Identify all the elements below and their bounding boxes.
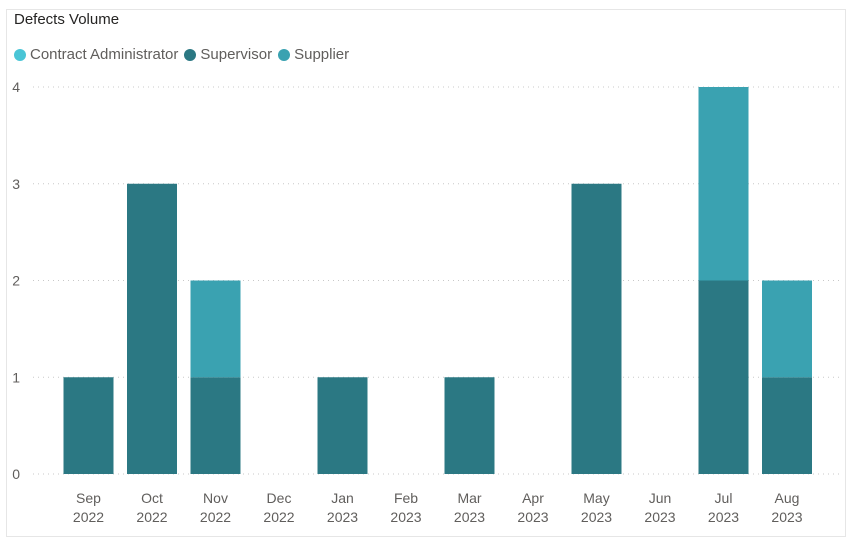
x-tick-label: Feb <box>394 490 418 506</box>
x-tick-label: Oct <box>141 490 163 506</box>
x-tick-label: 2023 <box>390 509 421 525</box>
x-tick-label: Mar <box>457 490 481 506</box>
x-tick-label: Sep <box>76 490 101 506</box>
x-tick-label: May <box>583 490 609 506</box>
x-tick-label: 2023 <box>327 509 358 525</box>
bar-segment[interactable] <box>762 280 812 378</box>
x-tick-label: 2023 <box>771 509 802 525</box>
x-tick-label: Nov <box>203 490 228 506</box>
bar-segment[interactable] <box>762 377 812 474</box>
x-tick-label: 2022 <box>263 509 294 525</box>
legend-label: Supervisor <box>200 46 273 63</box>
x-tick-label: Jun <box>649 490 672 506</box>
x-tick-label: 2023 <box>708 509 739 525</box>
bar-segment[interactable] <box>698 280 749 475</box>
x-tick-label: 2023 <box>644 509 675 525</box>
chart-legend[interactable]: Contract Administrator Supervisor Supplier <box>14 46 355 63</box>
chart-title: Defects Volume <box>14 11 120 28</box>
legend-label: Supplier <box>294 46 350 63</box>
bar-segment[interactable] <box>317 377 368 474</box>
legend-item[interactable]: Supervisor <box>184 46 272 63</box>
legend-item[interactable]: Contract Administrator <box>14 46 178 63</box>
x-tick-label: Apr <box>522 490 544 506</box>
x-tick-label: Aug <box>775 490 800 506</box>
bar-segment[interactable] <box>63 377 114 474</box>
legend-label: Contract Administrator <box>30 46 179 63</box>
y-tick-label: 2 <box>12 273 20 289</box>
x-tick-label: Jan <box>331 490 354 506</box>
y-tick-label: 3 <box>12 176 20 192</box>
x-tick-label: 2022 <box>200 509 231 525</box>
bar-segment[interactable] <box>698 87 749 281</box>
legend-marker <box>184 48 197 61</box>
legend-item[interactable]: Supplier <box>278 46 349 63</box>
bar-segment[interactable] <box>444 377 495 474</box>
bar-segment[interactable] <box>190 377 241 474</box>
x-tick-label: Jul <box>715 490 733 506</box>
y-tick-label: 0 <box>12 466 20 482</box>
x-tick-label: 2023 <box>517 509 548 525</box>
y-tick-label: 4 <box>12 79 20 95</box>
x-tick-label: 2022 <box>136 509 167 525</box>
bar-segment[interactable] <box>190 280 241 378</box>
legend-marker <box>278 48 291 61</box>
bar-segment[interactable] <box>127 183 177 474</box>
x-tick-label: 2022 <box>73 509 104 525</box>
bar-segment[interactable] <box>571 183 622 474</box>
y-tick-label: 1 <box>12 369 20 385</box>
x-tick-label: 2023 <box>454 509 485 525</box>
x-tick-label: Dec <box>267 490 292 506</box>
x-tick-label: 2023 <box>581 509 612 525</box>
legend-marker <box>14 48 26 61</box>
